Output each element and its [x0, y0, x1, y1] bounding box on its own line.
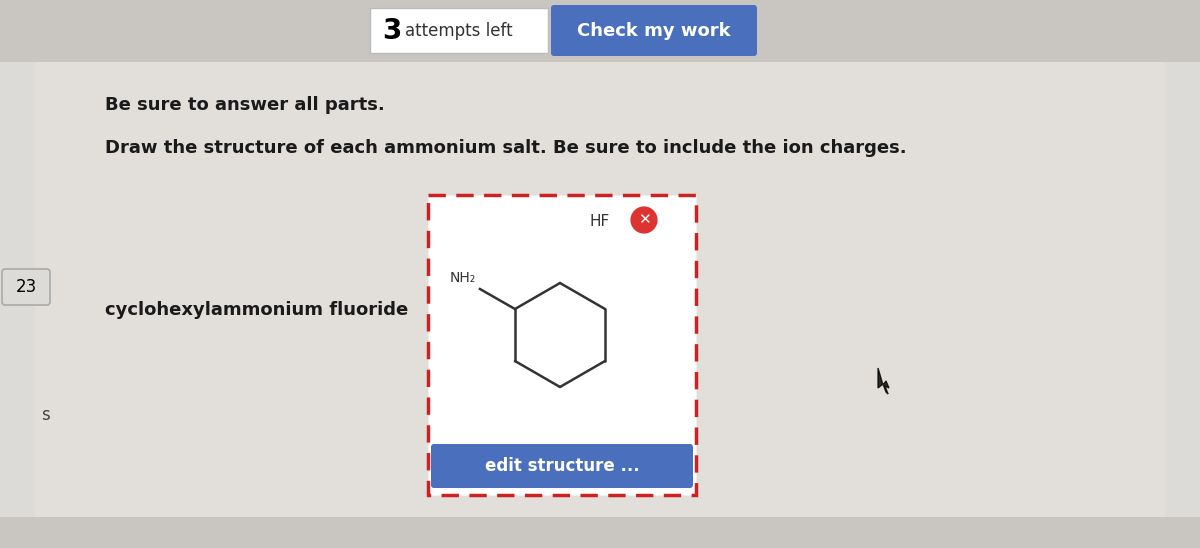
FancyBboxPatch shape: [370, 8, 548, 53]
Text: 3: 3: [382, 17, 401, 45]
Text: cyclohexylammonium fluoride: cyclohexylammonium fluoride: [106, 301, 408, 319]
Text: attempts left: attempts left: [406, 22, 512, 40]
Text: edit structure ...: edit structure ...: [485, 457, 640, 475]
FancyBboxPatch shape: [0, 0, 1200, 62]
Text: Check my work: Check my work: [577, 22, 731, 40]
Text: NH₂: NH₂: [450, 271, 476, 285]
Circle shape: [629, 205, 659, 235]
Polygon shape: [878, 368, 889, 394]
Text: 23: 23: [16, 278, 37, 296]
FancyBboxPatch shape: [428, 195, 696, 495]
Text: HF: HF: [590, 214, 610, 230]
Text: s: s: [41, 406, 49, 424]
FancyBboxPatch shape: [431, 444, 694, 488]
FancyBboxPatch shape: [551, 5, 757, 56]
FancyBboxPatch shape: [2, 269, 50, 305]
Text: ✕: ✕: [637, 213, 650, 227]
FancyBboxPatch shape: [0, 517, 1200, 548]
Text: Be sure to answer all parts.: Be sure to answer all parts.: [106, 96, 385, 114]
Text: Draw the structure of each ammonium salt. Be sure to include the ion charges.: Draw the structure of each ammonium salt…: [106, 139, 907, 157]
FancyBboxPatch shape: [35, 62, 1165, 517]
